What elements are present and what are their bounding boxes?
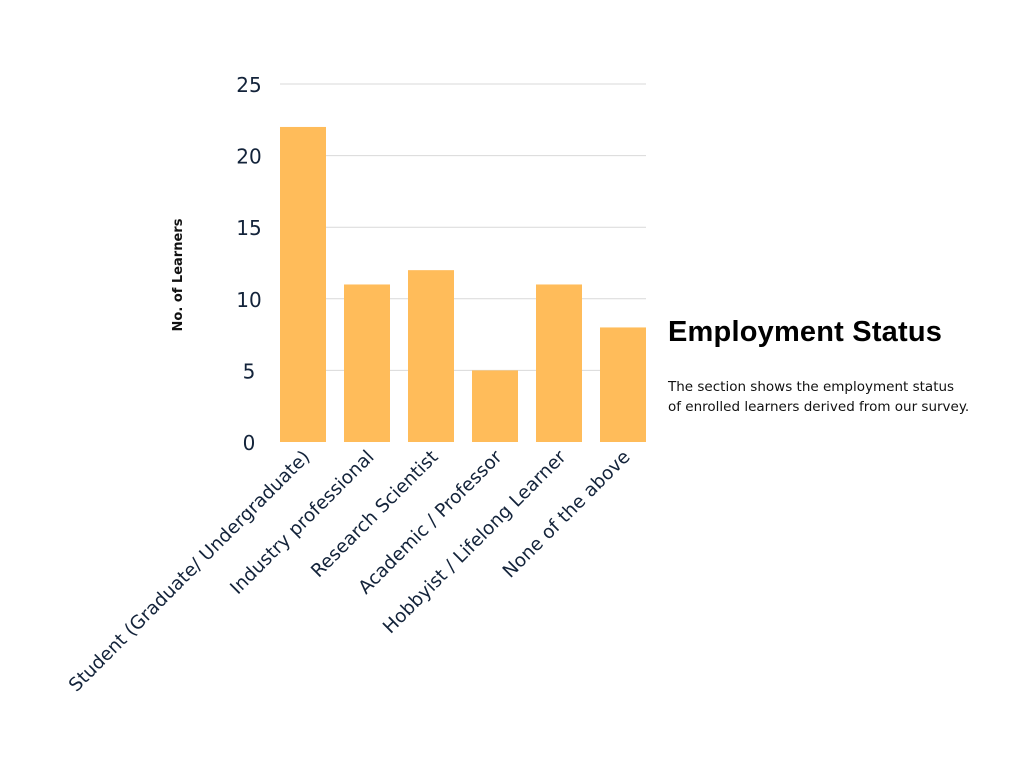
section-description: The section shows the employment status o… xyxy=(668,377,1008,417)
y-tick-label: 0 xyxy=(243,431,256,455)
y-axis-label: No. of Learners xyxy=(171,218,186,331)
bar xyxy=(408,270,454,442)
bar xyxy=(536,284,582,442)
y-tick-label: 15 xyxy=(236,216,261,240)
bar xyxy=(344,284,390,442)
y-tick-label: 10 xyxy=(236,288,261,312)
x-tick-label: Research Scientist xyxy=(307,447,442,582)
description-line-2: of enrolled learners derived from our su… xyxy=(668,399,970,415)
y-tick-label: 5 xyxy=(243,359,256,383)
y-tick-label: 20 xyxy=(236,145,261,169)
y-tick-label: 25 xyxy=(236,73,261,97)
bar xyxy=(472,370,518,442)
bar xyxy=(280,126,326,443)
side-panel: Employment Status The section shows the … xyxy=(668,316,1018,417)
x-tick-label: Student (Graduate/ Undergraduate) xyxy=(65,447,314,696)
bar xyxy=(600,327,646,442)
section-title: Employment Status xyxy=(668,316,943,348)
x-tick-label: None of the above xyxy=(499,447,635,583)
description-line-1: The section shows the employment status xyxy=(668,379,955,395)
